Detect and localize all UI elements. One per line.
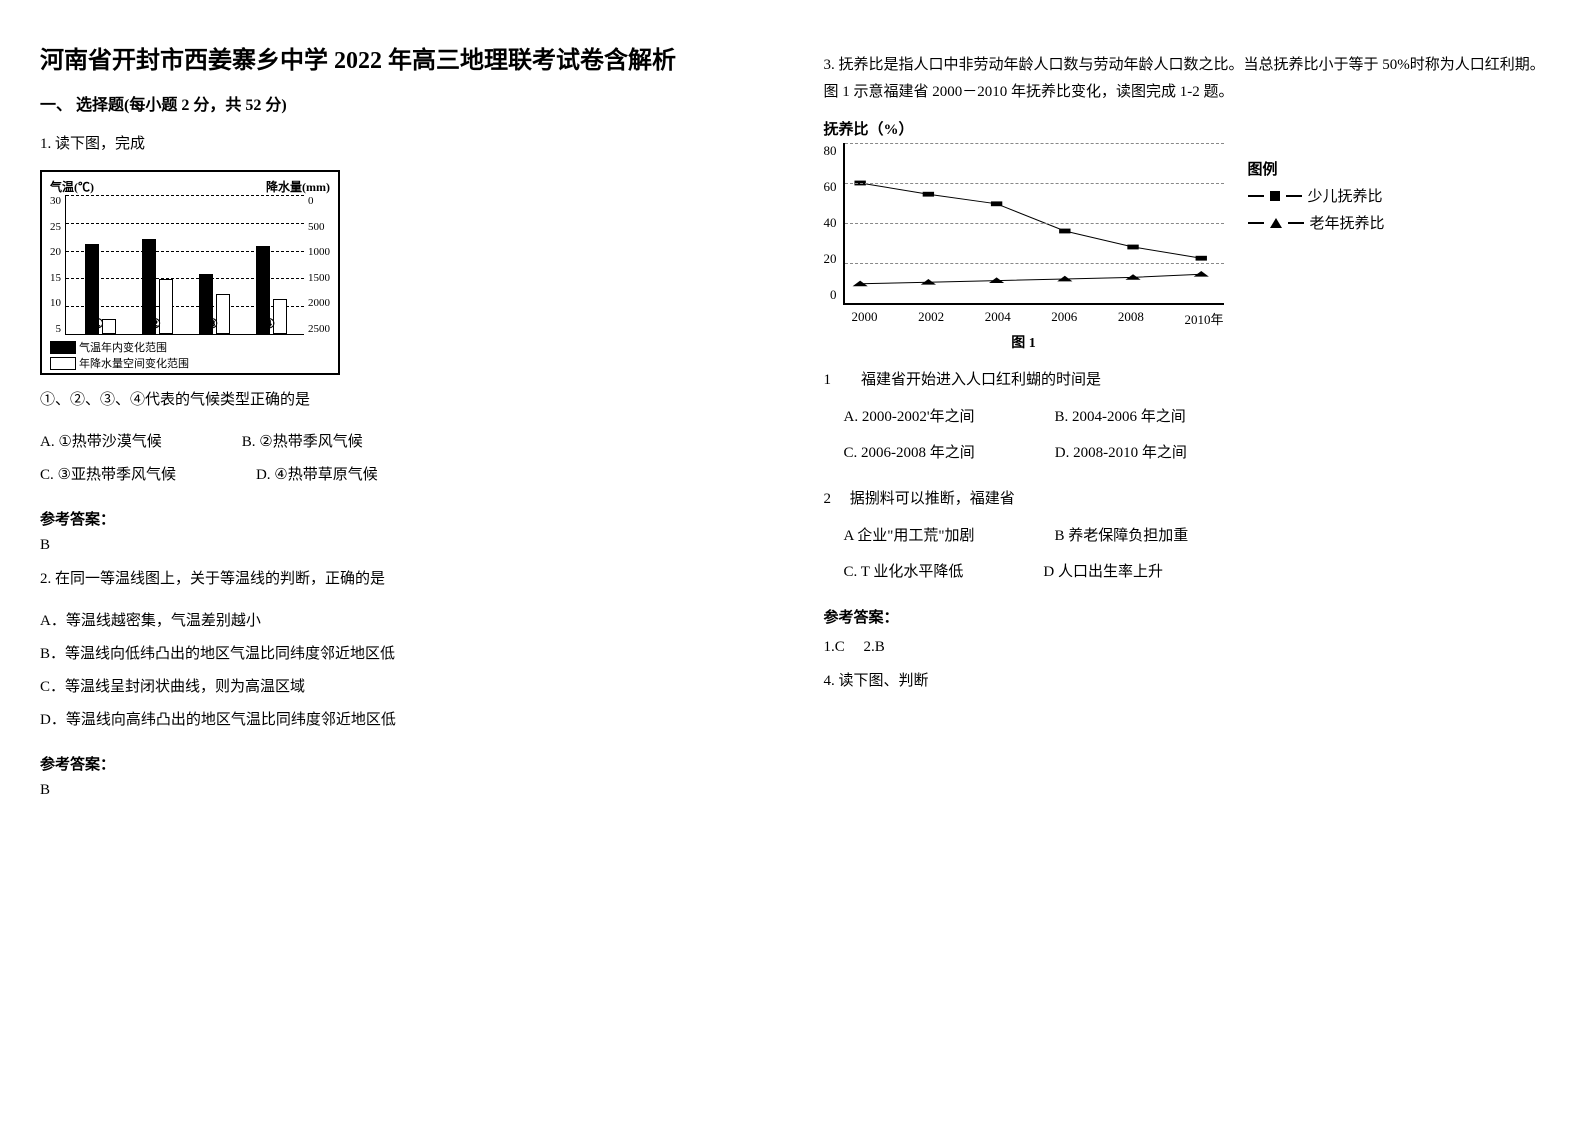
q1-sub: ①、②、③、④代表的气候类型正确的是 <box>40 387 764 414</box>
q1-y-right: 05001000150020002500 <box>304 195 330 335</box>
q1-plot-area: ①②③④ <box>65 195 304 335</box>
q3-chart-title: 抚养比（%） <box>824 118 1224 139</box>
q3-intro: 3. 抚养比是指人口中非劳动年龄人口数与劳动年龄人口数之比。当总抚养比小于等于 … <box>824 52 1548 106</box>
q3-sub2-stem: 2 据捌料可以推断，福建省 <box>824 487 1548 508</box>
q4-stem: 4. 读下图、判断 <box>824 668 1548 695</box>
q3-y-axis: 806040200 <box>824 143 843 303</box>
q2-answer: B <box>40 782 764 799</box>
q3-chart-wrapper: 抚养比（%） 806040200 20002002200420062008201… <box>824 118 1548 352</box>
q1-options: A. ①热带沙漠气候B. ②热带季风气候C. ③亚热带季风气候D. ④热带草原气… <box>40 426 764 492</box>
q3-answer-label: 参考答案： <box>824 606 1548 627</box>
q3-chart-caption: 图 1 <box>824 332 1224 352</box>
q2-stem: 2. 在同一等温线图上，关于等温线的判断，正确的是 <box>40 566 764 593</box>
q3-chart-main: 抚养比（%） 806040200 20002002200420062008201… <box>824 118 1224 352</box>
q3-x-axis: 200020022004200620082010年 <box>852 309 1224 328</box>
q3-plot-row: 806040200 <box>824 143 1224 305</box>
left-column: 河南省开封市西姜寨乡中学 2022 年高三地理联考试卷含解析 一、 选择题(每小… <box>40 40 764 799</box>
q3-sub2-options: A 企业"用工荒"加剧B 养老保障负担加重C. T 业化水平降低D 人口出生率上… <box>844 518 1548 590</box>
q1-chart: 气温(℃) 降水量(mm) 30252015105 ①②③④ 050010001… <box>40 170 340 375</box>
q1-axis-labels: 气温(℃) 降水量(mm) <box>50 178 330 195</box>
page-container: 河南省开封市西姜寨乡中学 2022 年高三地理联考试卷含解析 一、 选择题(每小… <box>40 40 1547 799</box>
q3-legend-title: 图例 <box>1248 158 1385 179</box>
section-1-header: 一、 选择题(每小题 2 分，共 52 分) <box>40 91 764 115</box>
q1-left-axis-label: 气温(℃) <box>50 178 94 195</box>
right-column: 3. 抚养比是指人口中非劳动年龄人口数与劳动年龄人口数之比。当总抚养比小于等于 … <box>824 40 1548 799</box>
document-title: 河南省开封市西姜寨乡中学 2022 年高三地理联考试卷含解析 <box>40 40 764 75</box>
q3-answer: 1.C 2.B <box>824 635 1548 656</box>
q2-answer-label: 参考答案： <box>40 753 764 774</box>
q1-legend: 气温年内变化范围年降水量空间变化范围 <box>50 339 330 371</box>
q1-answer-label: 参考答案： <box>40 508 764 529</box>
q3-sub1-options: A. 2000-2002'年之间B. 2004-2006 年之间C. 2006-… <box>844 399 1548 471</box>
q1-right-axis-label: 降水量(mm) <box>266 178 330 195</box>
q3-legend: 图例 少儿抚养比老年抚养比 <box>1248 118 1385 239</box>
q1-chart-main: 30252015105 ①②③④ 05001000150020002500 <box>50 195 330 335</box>
q1-y-left: 30252015105 <box>50 195 65 335</box>
q1-answer: B <box>40 537 764 554</box>
q3-sub1-stem: 1 福建省开始进入人口红利蝴的时间是 <box>824 368 1548 389</box>
q1-stem: 1. 读下图，完成 <box>40 131 764 158</box>
q2-options: A．等温线越密集，气温差别越小B．等温线向低纬凸出的地区气温比同纬度邻近地区低C… <box>40 605 764 737</box>
q3-plot-area <box>843 143 1224 305</box>
